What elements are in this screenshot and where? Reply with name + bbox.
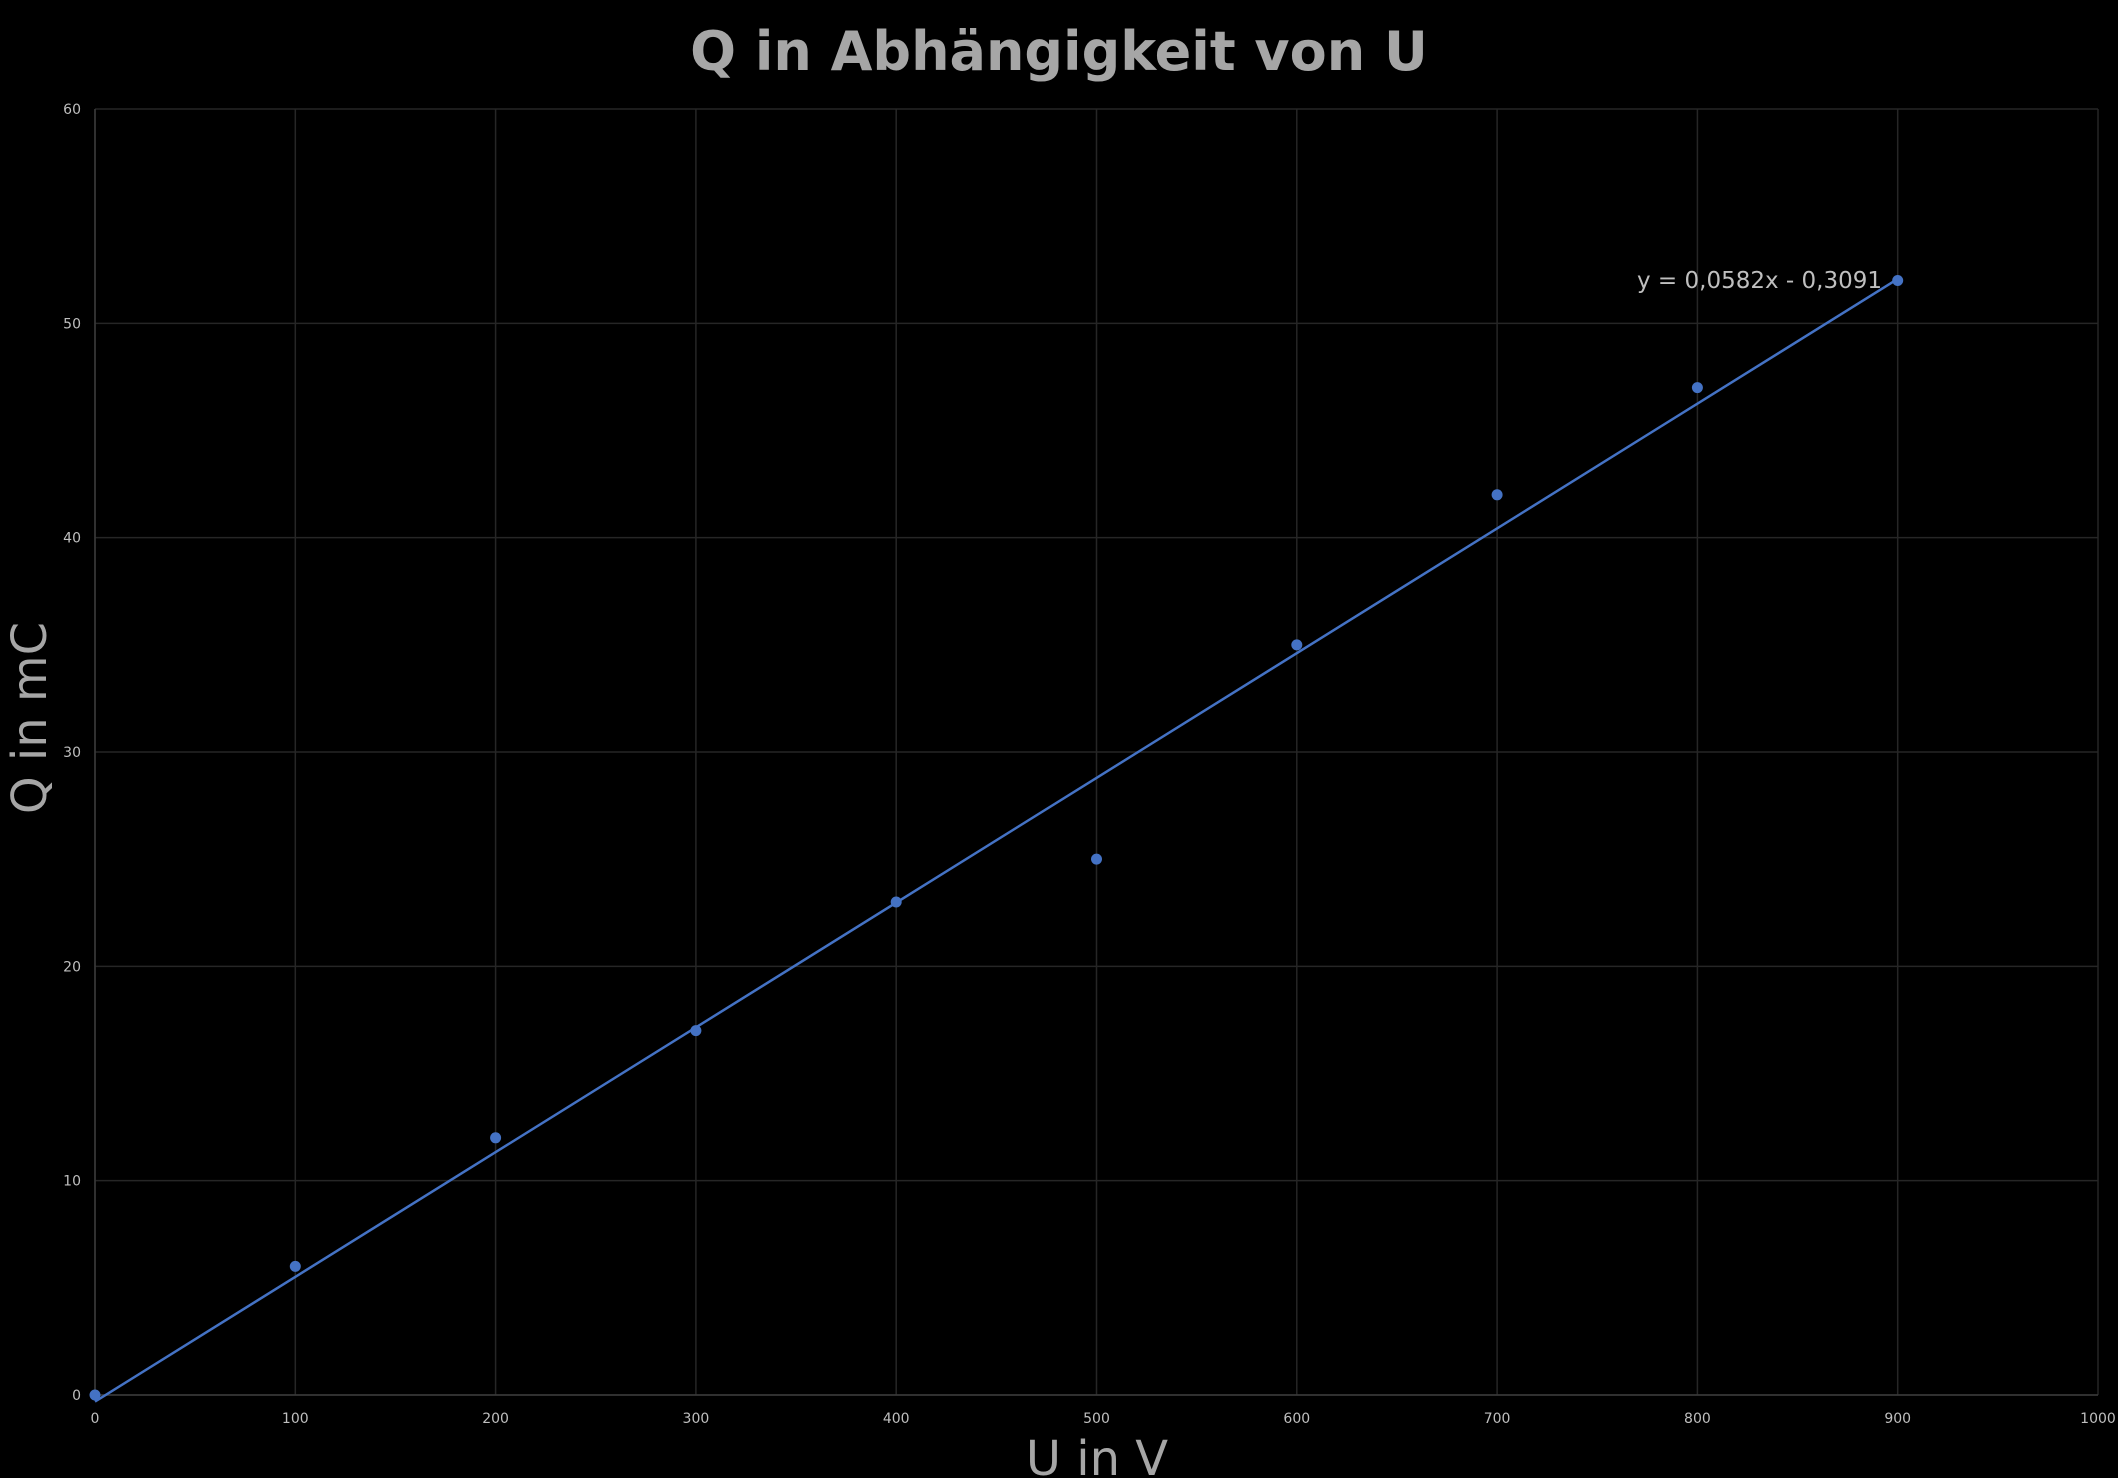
y-tick-label: 30 [63, 745, 81, 761]
x-tick-label: 500 [1083, 1411, 1110, 1427]
y-tick-label: 40 [63, 531, 81, 547]
data-point [1091, 853, 1102, 865]
data-point [89, 1389, 101, 1401]
x-tick-label: 1000 [2080, 1411, 2116, 1427]
x-tick-label: 700 [1484, 1411, 1511, 1427]
x-tick-label: 100 [282, 1411, 309, 1427]
data-point [1691, 382, 1703, 394]
trendline [94, 277, 1899, 1403]
axes [94, 109, 2098, 1396]
trendline-equation: y = 0,0582x - 0,3091 [1637, 268, 1882, 294]
data-point [890, 896, 902, 908]
x-tick-label: 600 [1283, 1411, 1310, 1427]
data-point [690, 1025, 702, 1037]
x-tick-label: 0 [91, 1411, 100, 1427]
chart-title: Q in Abhängigkeit von U [690, 20, 1428, 83]
x-tick-label: 300 [683, 1411, 710, 1427]
tick-labels: 0 100 200 300 400 500 600 700 800 900 1000 0 10 20 30 4… [63, 102, 2116, 1427]
y-tick-label: 0 [72, 1388, 81, 1404]
x-tick-label: 900 [1884, 1411, 1911, 1427]
data-point [289, 1260, 301, 1272]
data-point [1491, 489, 1503, 501]
x-tick-label: 200 [482, 1411, 509, 1427]
y-tick-label: 10 [63, 1174, 81, 1190]
y-tick-label: 20 [63, 959, 81, 975]
trendline-group [94, 277, 1899, 1403]
y-tick-label: 50 [63, 316, 81, 332]
x-tick-label: 800 [1684, 1411, 1711, 1427]
y-axis-title: Q in mC [2, 622, 58, 814]
data-point [490, 1132, 502, 1144]
x-tick-label: 400 [883, 1411, 910, 1427]
x-axis-title: U in V [1026, 1431, 1168, 1478]
data-point [1892, 274, 1904, 286]
data-points [89, 274, 1904, 1401]
y-tick-label: 60 [63, 102, 81, 118]
data-point [1291, 639, 1303, 651]
